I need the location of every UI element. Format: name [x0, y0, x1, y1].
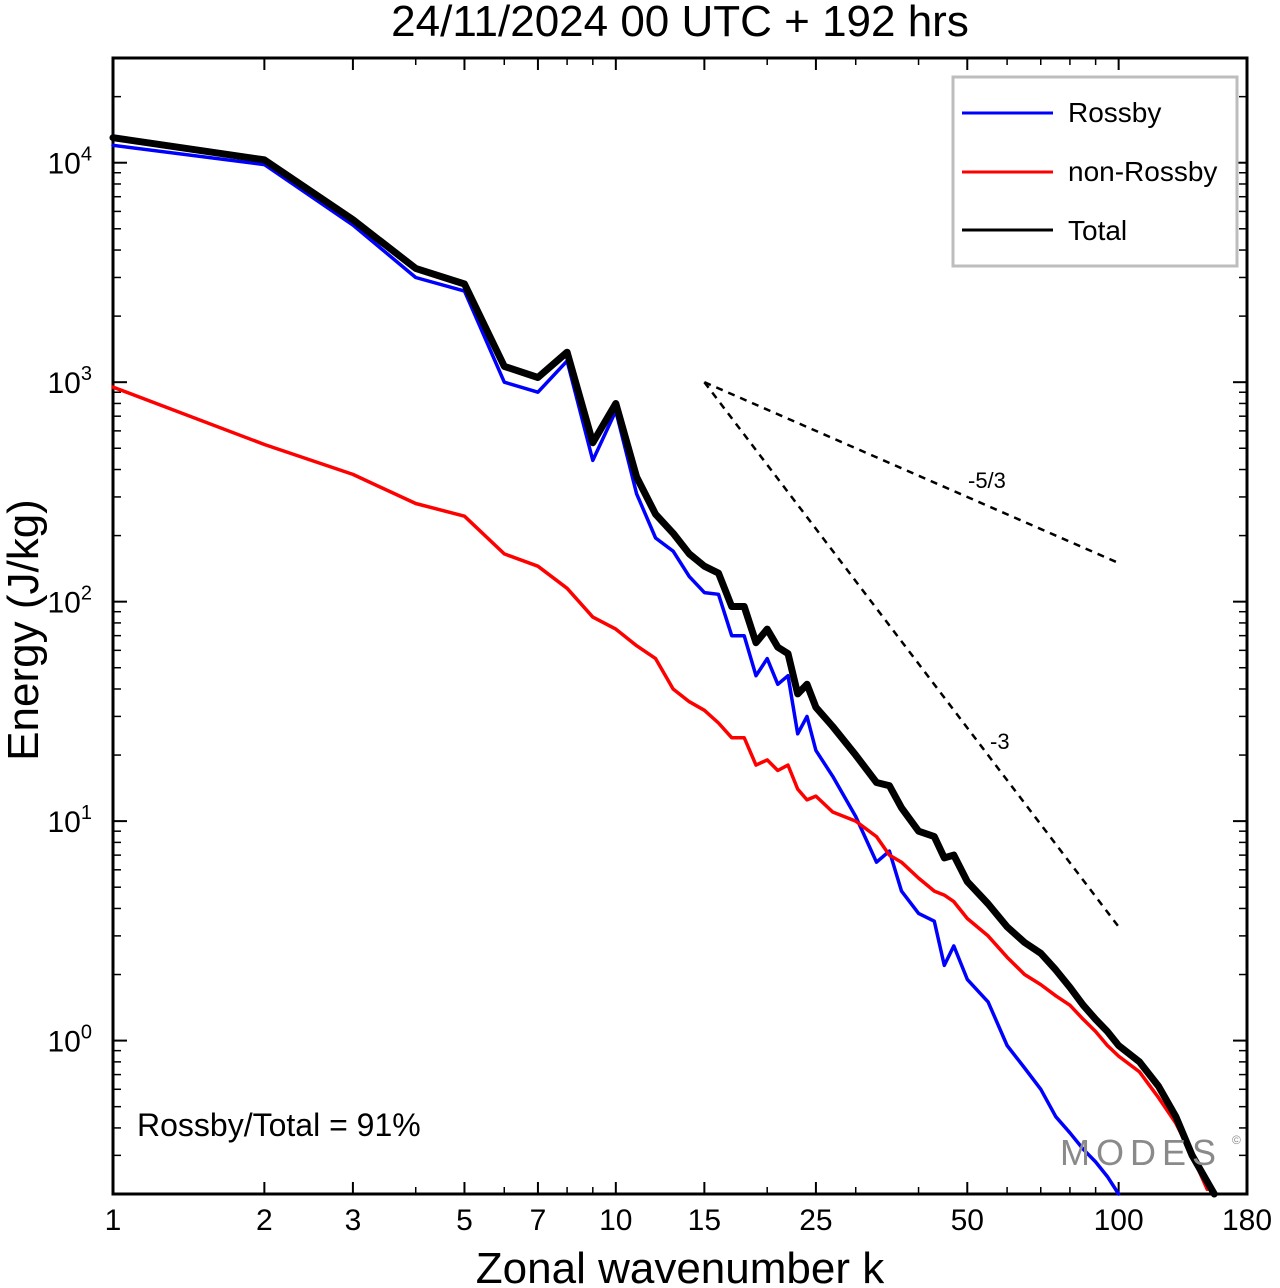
- x-tick-label: 1: [105, 1204, 122, 1237]
- modes-copyright-mark: ©: [1232, 1133, 1241, 1147]
- x-tick-labels: 1 2 3 5 7 10 15 25 50 100 180: [105, 1204, 1272, 1237]
- axis-ticks: [112, 57, 1248, 1195]
- modes-logo-text: MODES: [1060, 1132, 1222, 1173]
- x-tick-label: 10: [599, 1204, 632, 1237]
- x-tick-label: 15: [688, 1204, 721, 1237]
- x-tick-label: 100: [1094, 1204, 1144, 1237]
- x-tick-label: 180: [1222, 1204, 1272, 1237]
- slope-label-three: -3: [990, 729, 1010, 754]
- legend-label-total: Total: [1068, 215, 1127, 246]
- legend-label-non-rossby: non-Rossby: [1068, 156, 1217, 187]
- rossby-ratio-annotation: Rossby/Total = 91%: [137, 1107, 421, 1143]
- x-tick-label: 25: [799, 1204, 832, 1237]
- y-tick-label: 101: [48, 802, 93, 839]
- reference-slopes: [703, 381, 1120, 928]
- x-tick-label: 50: [951, 1204, 984, 1237]
- x-tick-label: 5: [456, 1204, 473, 1237]
- slope-line-three: [703, 381, 1120, 928]
- plot-frame: [111, 56, 1249, 1196]
- total-line: [109, 134, 1218, 1198]
- y-axis-label: Energy (J/kg): [0, 499, 48, 761]
- y-tick-label: 100: [48, 1022, 93, 1059]
- data-series: [109, 134, 1218, 1198]
- y-tick-label: 103: [48, 363, 93, 400]
- x-tick-label: 3: [345, 1204, 362, 1237]
- modes-logo: MODES ©: [1060, 1132, 1241, 1173]
- x-tick-label: 7: [530, 1204, 547, 1237]
- chart-title: 24/11/2024 00 UTC + 192 hrs: [391, 0, 969, 46]
- non-rossby-line: [111, 385, 1209, 1192]
- y-tick-labels: 100 101 102 103 104: [48, 144, 93, 1059]
- rossby-line: [111, 143, 1121, 1196]
- y-tick-label: 102: [48, 583, 93, 620]
- x-tick-label: 2: [256, 1204, 273, 1237]
- legend: Rossby non-Rossby Total: [951, 75, 1239, 268]
- y-tick-label: 104: [48, 144, 93, 181]
- slope-line-five-thirds: [703, 381, 1120, 565]
- legend-label-rossby: Rossby: [1068, 97, 1161, 128]
- slope-label-five-thirds: -5/3: [968, 468, 1006, 493]
- x-axis-label: Zonal wavenumber k: [476, 1244, 885, 1288]
